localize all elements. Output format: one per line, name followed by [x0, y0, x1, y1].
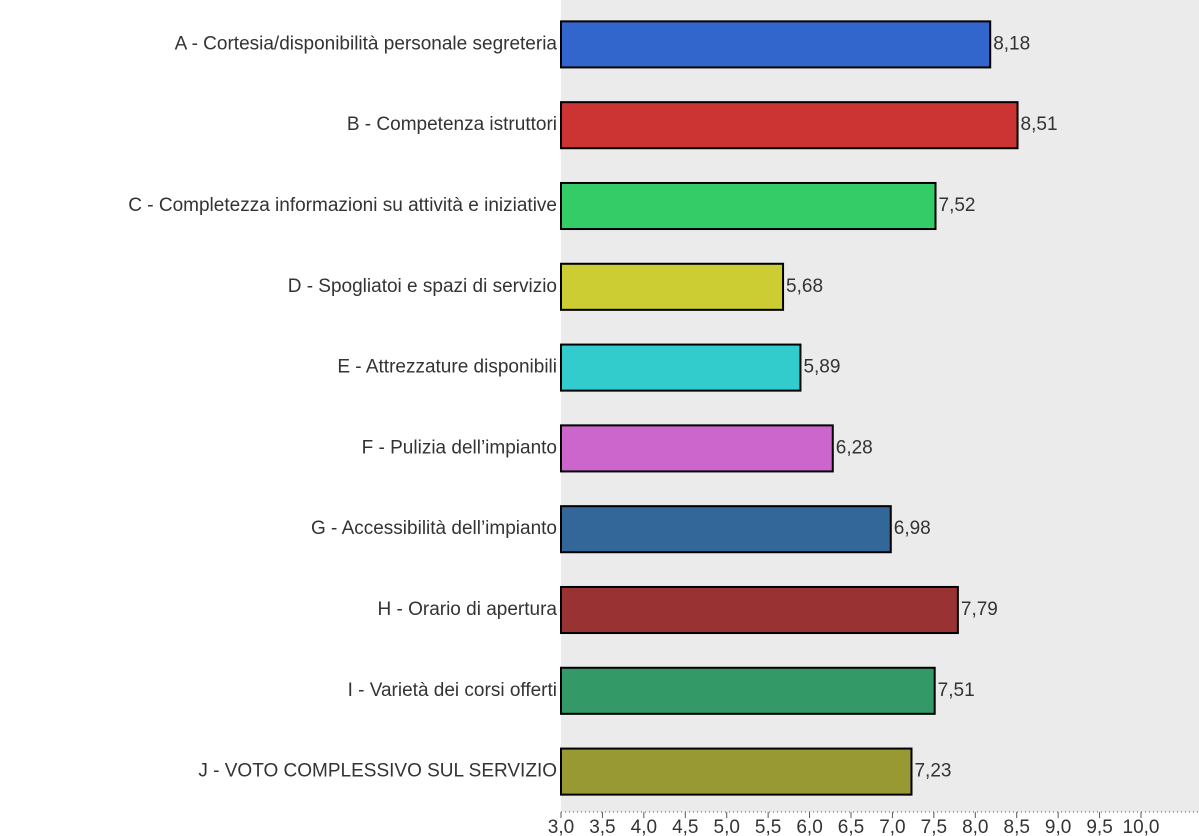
value-label: 8,51 [1021, 114, 1058, 135]
x-tick-label: 10,0 [1123, 817, 1160, 836]
bar [560, 343, 802, 392]
y-tick-label: F - Pulizia dell’impianto [362, 437, 557, 458]
y-tick-label: A - Cortesia/disponibilità personale seg… [175, 33, 558, 54]
value-label: 5,89 [803, 357, 840, 378]
y-tick-label: H - Orario di apertura [377, 599, 557, 620]
value-label: 6,98 [894, 518, 931, 539]
x-tick-label: 6,5 [838, 817, 864, 836]
x-tick-label: 3,5 [589, 817, 615, 836]
y-tick-label: E - Attrezzature disponibili [337, 357, 557, 378]
bar [560, 101, 1019, 150]
x-tick-label: 4,0 [631, 817, 657, 836]
y-tick-label: G - Accessibilità dell’impianto [311, 518, 557, 539]
value-label: 8,18 [993, 33, 1030, 54]
y-tick-label: I - Varietà dei corsi offerti [348, 680, 557, 701]
bar [560, 20, 992, 69]
bar [560, 666, 936, 715]
value-label: 6,28 [836, 437, 873, 458]
y-tick-label: J - VOTO COMPLESSIVO SUL SERVIZIO [198, 761, 557, 782]
value-label: 7,51 [938, 680, 975, 701]
y-tick-label: B - Competenza istruttori [347, 114, 557, 135]
bar [560, 747, 913, 796]
value-label: 7,52 [939, 195, 976, 216]
x-tick-label: 4,5 [672, 817, 698, 836]
x-tick-label: 9,5 [1086, 817, 1112, 836]
bar [560, 262, 785, 311]
y-tick-label: C - Completezza informazioni su attività… [128, 195, 557, 216]
x-tick-label: 6,0 [796, 817, 822, 836]
x-tick-label: 3,0 [548, 817, 574, 836]
value-label: 7,79 [961, 599, 998, 620]
x-tick-label: 5,0 [714, 817, 740, 836]
x-tick-label: 8,0 [962, 817, 988, 836]
value-label: 5,68 [786, 276, 823, 297]
bar [560, 181, 937, 231]
x-tick-label: 7,5 [921, 817, 947, 836]
y-tick-label: D - Spogliatoi e spazi di servizio [288, 276, 557, 297]
bar [560, 424, 834, 473]
x-tick-label: 8,5 [1004, 817, 1030, 836]
x-tick-label: 5,5 [755, 817, 781, 836]
bar [560, 505, 892, 554]
x-tick-label: 9,0 [1045, 817, 1071, 836]
x-tick-label: 7,0 [879, 817, 905, 836]
bar [560, 585, 959, 635]
value-label: 7,23 [914, 761, 951, 782]
